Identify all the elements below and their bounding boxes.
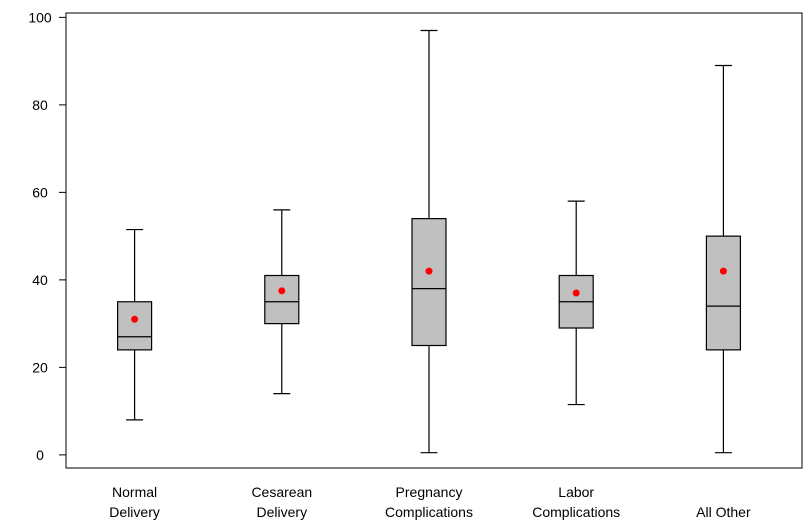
mean-marker	[425, 267, 433, 275]
iqr-box	[116, 301, 153, 351]
mean-marker	[719, 267, 727, 275]
category-label-3-line-2: Complications	[385, 504, 473, 520]
mean-marker	[572, 289, 580, 297]
category-label-4-line-1: Labor	[558, 484, 594, 500]
mean-marker	[278, 287, 286, 295]
y-tick-label-80: 80	[32, 97, 48, 113]
plot-frame	[65, 12, 803, 469]
y-axis: 0 20 40 60 80 100	[28, 9, 66, 463]
box-1	[116, 228, 153, 421]
box-3	[411, 29, 447, 454]
y-tick-label-100: 100	[28, 9, 52, 25]
box-series	[116, 29, 742, 454]
category-label-3-line-1: Pregnancy	[396, 484, 463, 500]
y-tick-label-20: 20	[32, 359, 48, 375]
category-label-5-line-1: All Other	[696, 504, 751, 520]
iqr-box	[705, 235, 742, 351]
category-label-2-line-2: Delivery	[257, 504, 308, 520]
box-4	[558, 200, 594, 406]
category-label-4-line-2: Complications	[532, 504, 620, 520]
mean-marker	[131, 315, 139, 323]
y-tick-label-40: 40	[32, 272, 48, 288]
y-tick-label-60: 60	[32, 184, 48, 200]
box-5	[705, 64, 742, 454]
y-tick-label-0: 0	[36, 447, 44, 463]
category-label-1-line-1: Normal	[112, 484, 157, 500]
iqr-box	[411, 218, 447, 347]
iqr-box	[264, 274, 300, 325]
category-label-2-line-1: Cesarean	[251, 484, 312, 500]
category-label-1-line-2: Delivery	[109, 504, 160, 520]
x-axis-labels: Normal Delivery Cesarean Delivery Pregnancy C…	[109, 484, 751, 520]
box-2	[264, 209, 300, 395]
